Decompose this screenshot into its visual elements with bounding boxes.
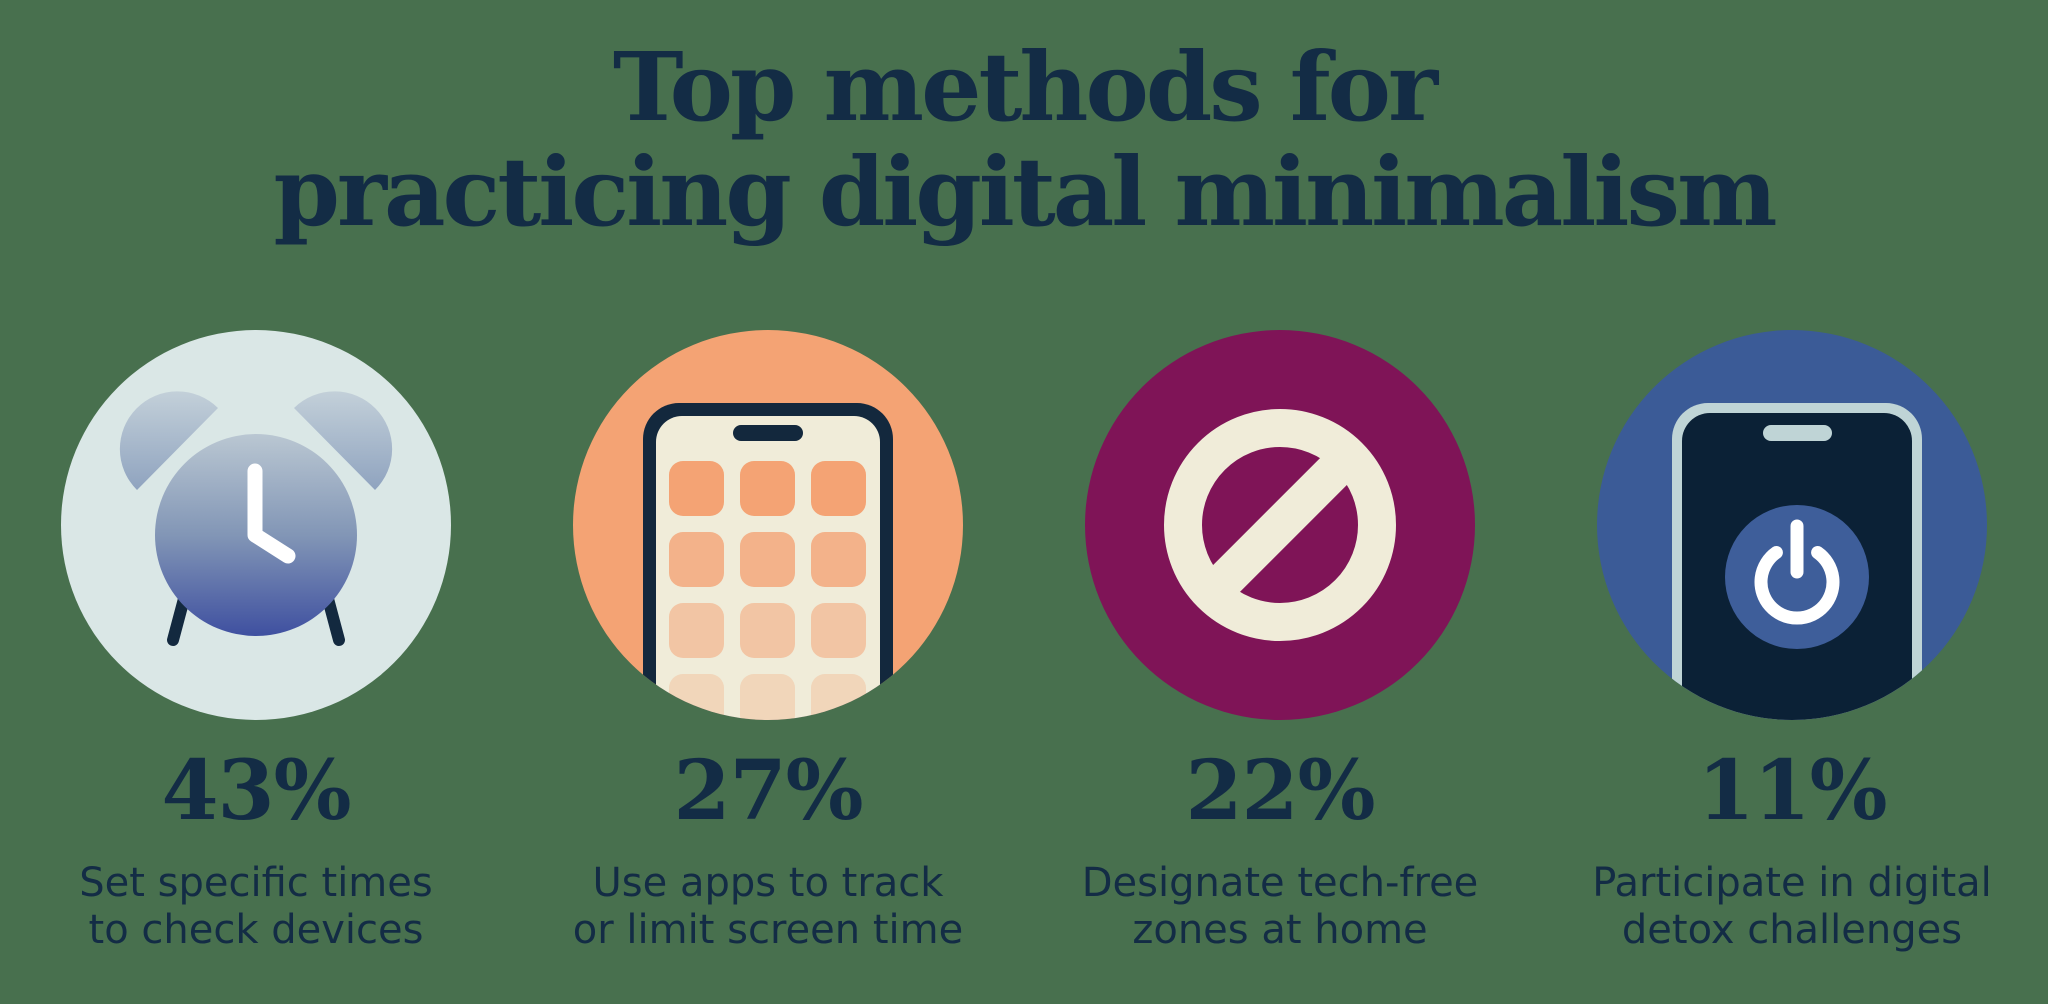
stat-percent: 11% [1697, 743, 1887, 839]
stat-label: Use apps to track or limit screen time [573, 860, 963, 954]
phone-app-grid-graphic [643, 403, 893, 720]
page-title-line-2: practicing digital minimalism [273, 136, 1777, 248]
power-symbol-arc [1754, 546, 1840, 625]
no-sign-slash [1195, 440, 1365, 610]
phone-power-icon [1597, 330, 1987, 720]
stat-use-apps: 27% Use apps to track or limit screen ti… [512, 330, 1024, 954]
stat-label-line-1: Participate in digital [1592, 860, 1992, 906]
stat-label-line-1: Designate tech-free [1081, 860, 1479, 906]
phone-speaker [1763, 425, 1832, 441]
stat-set-specific-times: 43% Set specific times to check devices [0, 330, 512, 954]
phone-speaker [733, 425, 803, 441]
clock-bell-left [119, 391, 218, 490]
no-sign-icon [1085, 330, 1475, 720]
stats-row: 43% Set specific times to check devices [0, 330, 2048, 954]
stat-percent: 27% [673, 743, 863, 839]
stat-label-line-2: zones at home [1132, 907, 1428, 954]
stat-label-line-2: or limit screen time [572, 907, 964, 954]
alarm-clock-graphic [119, 391, 393, 646]
stat-label-line-1: Use apps to track [592, 860, 944, 906]
stat-percent: 43% [161, 743, 351, 839]
stat-label: Participate in digital detox challenges [1592, 860, 1992, 954]
stat-label: Designate tech-free zones at home [1082, 860, 1479, 954]
stat-digital-detox: 11% Participate in digital detox challen… [1536, 330, 2048, 954]
stat-label-line-2: to check devices [88, 907, 424, 954]
phone-app-grid-icon [573, 330, 963, 720]
stat-label-line-1: Set specific times [79, 860, 433, 906]
stat-tech-free-zones: 22% Designate tech-free zones at home [1024, 330, 1536, 954]
stat-label: Set specific times to check devices [79, 860, 432, 954]
phone-power-graphic [1672, 403, 1922, 720]
page-title-line-1: Top methods for [612, 32, 1438, 143]
page-title: Top methods for practicing digital minim… [0, 32, 2048, 248]
app-grid [669, 461, 866, 720]
clock-bell-right [294, 391, 393, 490]
clock-hands [247, 463, 296, 564]
no-sign-graphic [1164, 409, 1396, 641]
stat-label-line-2: detox challenges [1621, 907, 1963, 954]
stat-percent: 22% [1185, 743, 1375, 839]
alarm-clock-icon [61, 330, 451, 720]
no-sign-ring [1164, 409, 1396, 641]
